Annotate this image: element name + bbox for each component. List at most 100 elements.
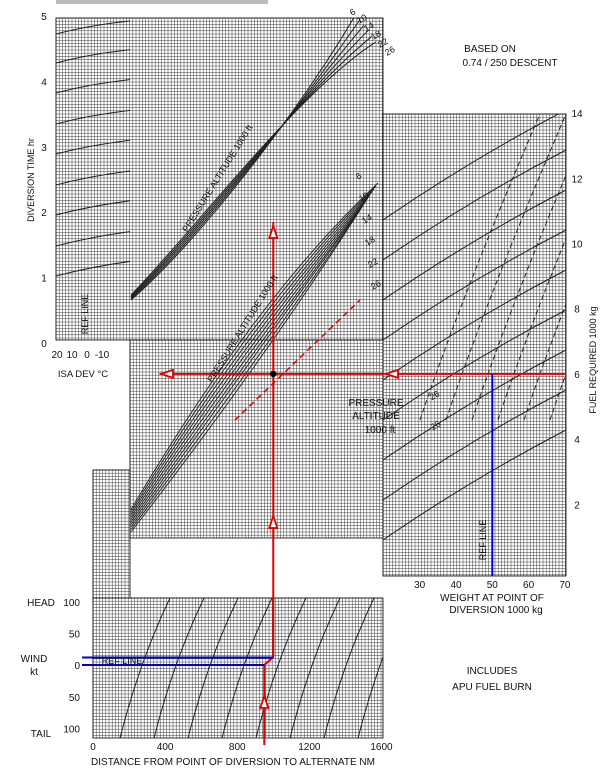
fuel-curve (383, 189, 566, 301)
fuel-tick-label: 2 (574, 500, 580, 511)
time-curve (130, 41, 377, 296)
fuel-curve (383, 269, 566, 381)
middle-curve-label: 22 (366, 256, 380, 270)
isa-tick-label: -10 (95, 350, 110, 361)
wind-unit-label: kt (30, 667, 38, 678)
based-on-line2: 0.74 / 250 DESCENT (462, 58, 557, 69)
fuel-curves (383, 114, 566, 541)
fuel-tick-label: 10 (571, 240, 583, 251)
time-curve (130, 18, 355, 301)
example-arrow (383, 368, 399, 380)
isa-ref-line-label: REF LINE (80, 294, 90, 335)
time-curve-label: 22 (376, 36, 390, 50)
wind-tick-label: 100 (63, 724, 80, 735)
wind-tick-label: 50 (69, 630, 81, 641)
weight-tick-label: 40 (450, 580, 462, 591)
isa-guide-line (56, 200, 131, 216)
fuel-tick-label: 8 (574, 305, 580, 316)
isa-tick-label: 10 (66, 350, 78, 361)
includes-line2: APU FUEL BURN (452, 682, 532, 693)
pa-curve (130, 185, 377, 513)
fuel-curve (383, 389, 566, 501)
time-tick-label: 1 (41, 274, 47, 285)
middle-curve-label: 6 (354, 171, 363, 182)
wind-tick-label: 100 (63, 598, 80, 609)
wind-curve (153, 598, 205, 738)
middle-curve-label: 18 (363, 234, 377, 248)
pa-curve (130, 191, 373, 518)
isa-guide-line (56, 231, 131, 247)
wind-ref-line (82, 656, 274, 666)
grid-left-strip (92, 469, 131, 599)
example-arrow (158, 368, 174, 380)
fuel-dashed-curve (497, 237, 566, 421)
wind-label: WIND (21, 654, 48, 665)
pa-curve (130, 200, 367, 525)
example-dashed-interpolation (234, 299, 361, 421)
middle-curve-label: 26 (369, 278, 383, 292)
pa-note-line1: PRESSURE (348, 398, 403, 409)
weight-axis-label2: DIVERSION 1000 kg (449, 605, 542, 616)
fuel-dashed-curve (549, 372, 566, 421)
fuel-tick-label: 6 (574, 370, 580, 381)
distance-tick-label: 1200 (298, 742, 321, 753)
wind-tick-label: 50 (69, 693, 81, 704)
isa-guide-line (56, 109, 131, 125)
wind-curve (323, 598, 375, 738)
pa-curves (130, 182, 379, 533)
fuel-curve (383, 229, 566, 341)
grid-fuel-required (382, 113, 567, 577)
fuel-dashed-curve (445, 114, 566, 421)
pa-curve (130, 203, 365, 528)
distance-tick-label: 400 (157, 742, 174, 753)
fuel-curve (383, 349, 566, 461)
wind-curve (289, 598, 341, 738)
example-arrow (259, 693, 270, 709)
example-intersection-dot (270, 370, 277, 378)
isa-guide-line (56, 170, 131, 186)
time-tick-label: 0 (41, 339, 47, 350)
fuel-curve (383, 114, 560, 221)
isa-guide-line (56, 49, 131, 64)
time-curve-label: 10 (355, 12, 369, 26)
time-curve-label: 14 (362, 20, 376, 34)
fuel-curve (383, 429, 566, 541)
weight-tick-label: 30 (414, 580, 426, 591)
fuel-dashed-curve (523, 302, 566, 421)
fuel-dashed-curve (419, 114, 541, 421)
isa-guide-line (56, 79, 131, 94)
weight-tick-label: 70 (559, 580, 571, 591)
grid-fuel-required-lines (382, 113, 566, 576)
example-arrow (268, 513, 279, 529)
head-label: HEAD (27, 598, 55, 609)
grid-left-strip-lines (92, 469, 130, 599)
time-tick-label: 3 (41, 143, 47, 154)
fuel-dashed-label: 26 (429, 419, 443, 433)
time-axis-label: DIVERSION TIME hr (26, 138, 36, 222)
fuel-tick-label: 14 (571, 109, 583, 120)
wind-ref-line-label: REF LINE (102, 656, 143, 666)
wind-curve (255, 598, 307, 738)
includes-line1: INCLUDES (467, 666, 518, 677)
distance-axis-label: DISTANCE FROM POINT OF DIVERSION TO ALTE… (91, 757, 375, 768)
pa-curve (130, 197, 369, 523)
isa-guide-line (56, 20, 131, 35)
weight-ref-line-label: REF LINE (478, 520, 488, 561)
tail-label: TAIL (31, 729, 52, 740)
pa-note-line3: 1000 ft (365, 425, 396, 436)
wind-tick-label: 0 (74, 661, 80, 672)
weight-tick-label: 50 (487, 580, 499, 591)
isa-guide-line (56, 260, 131, 277)
based-on-line1: BASED ON (464, 44, 516, 55)
isa-guide-line (56, 139, 131, 155)
isa-tick-label: 20 (51, 350, 63, 361)
time-curve (130, 30, 369, 298)
time-tick-label: 4 (41, 77, 47, 88)
time-tick-label: 2 (41, 208, 47, 219)
top-scrollbar (56, 0, 268, 4)
grid-wind (92, 597, 384, 739)
isa-tick-label: 0 (84, 350, 90, 361)
pa-curve (130, 194, 371, 520)
time-curves (56, 18, 377, 301)
